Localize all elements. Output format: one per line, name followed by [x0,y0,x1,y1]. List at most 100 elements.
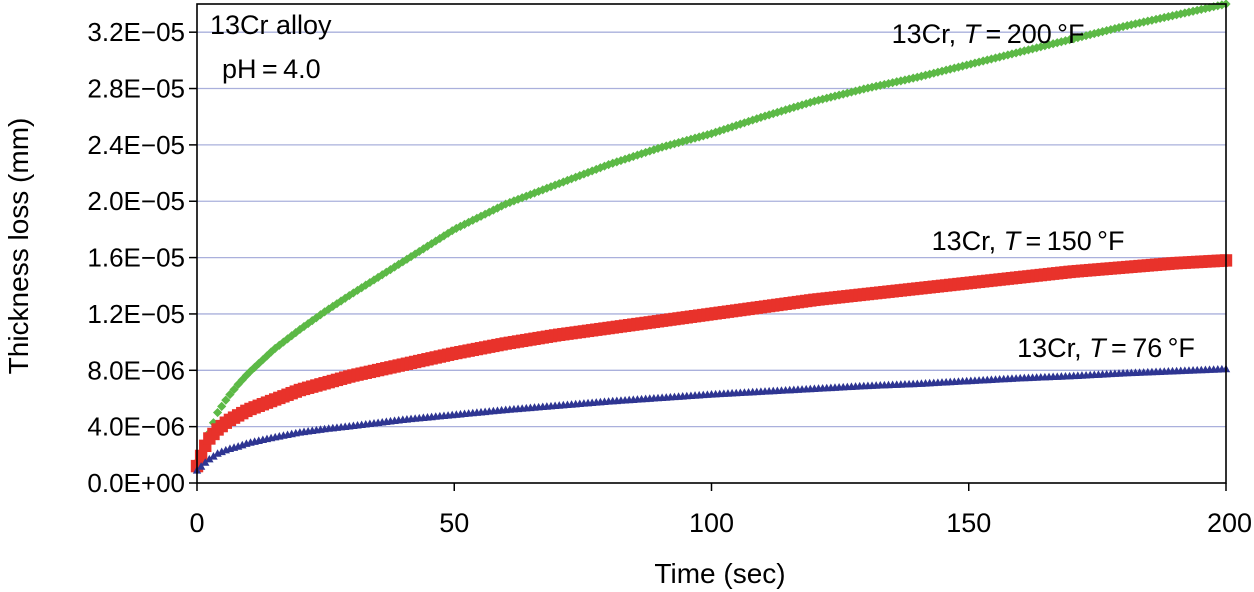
series-label: 13Cr, T = 150 °F [932,226,1125,256]
data-point [217,401,227,411]
data-point [348,288,359,298]
data-point [669,139,680,149]
data-point [686,134,696,144]
data-point [476,211,486,221]
data-point [352,285,363,295]
data-point [237,375,247,385]
annotation-ph: pH = 4.0 [222,54,321,84]
data-point [340,293,350,303]
data-point [1077,32,1087,42]
data-point [752,114,762,124]
data-point [1003,50,1013,60]
data-point [492,203,503,213]
data-point [1159,12,1169,23]
data-point [953,62,964,72]
data-point [970,58,980,68]
data-point [1106,24,1116,35]
x-tick-label: 150 [946,508,991,538]
data-point [245,366,256,376]
y-tick-label: 2.0E−05 [87,186,185,216]
data-point [278,337,289,347]
data-point [229,384,239,395]
data-point [1097,27,1108,37]
y-tick-label: 2.4E−05 [87,130,185,160]
data-point [604,160,614,170]
data-point [406,252,416,262]
data-point [579,169,589,179]
data-point [641,147,651,158]
data-point [505,197,515,208]
data-point [764,110,774,120]
data-point [439,231,449,241]
data-point [1073,33,1083,43]
data-point [196,462,206,470]
data-point [233,379,243,389]
data-point [1217,0,1227,10]
data-point [632,150,643,160]
data-point [443,228,453,238]
data-point [324,304,334,314]
annotation-alloy: 13Cr alloy [210,10,332,40]
data-point [748,115,758,125]
data-point [793,101,803,111]
data-point [1134,18,1145,28]
data-point [859,84,869,94]
data-point [957,61,968,71]
data-point [488,205,498,215]
data-point [612,157,622,167]
data-point [484,207,494,217]
data-point [739,118,750,128]
data-point [776,106,787,116]
data-point [431,236,441,246]
data-point [212,407,223,418]
data-point [513,194,523,204]
data-point [414,246,424,257]
data-point [1130,19,1141,29]
data-point [797,100,807,110]
x-axis-title: Time (sec) [654,558,785,589]
y-tick-label: 1.6E−05 [87,243,185,273]
data-point [1122,21,1132,31]
data-point [780,105,791,115]
series-3: 13Cr, T = 76 °F [192,333,1231,474]
data-point [534,186,544,197]
data-point [311,313,321,323]
data-point [1192,5,1202,15]
data-point [270,343,280,353]
data-point [221,395,231,405]
data-point [678,136,688,147]
data-point [254,358,264,369]
data-point [1036,42,1046,52]
data-point [657,142,667,152]
y-tick-label: 8.0E−06 [87,355,185,385]
data-point [912,72,922,82]
y-tick-label: 0.0E+00 [87,468,185,498]
data-point [1044,40,1054,50]
data-point [303,318,313,329]
data-point [830,91,840,101]
data-point [1126,20,1136,30]
data-point [422,241,433,251]
data-point [1163,12,1173,22]
data-point [982,55,992,65]
y-tick-label: 2.8E−05 [87,74,185,104]
data-point [1040,41,1050,51]
data-point [394,259,404,270]
data-point [595,163,605,173]
data-point [760,111,770,121]
data-point [201,458,210,466]
data-point [649,145,659,155]
data-point [587,166,597,176]
data-point [208,418,219,428]
data-point [307,316,317,326]
data-point [542,183,552,193]
x-tick-label: 0 [189,508,204,538]
data-point [867,82,877,92]
data-point [711,127,721,137]
data-point [850,86,861,96]
series-label: 13Cr, T = 200 °F [892,19,1085,49]
y-tick-label: 4.0E−06 [87,412,185,442]
data-point [892,77,902,87]
data-point [999,51,1009,61]
data-point [966,59,976,69]
